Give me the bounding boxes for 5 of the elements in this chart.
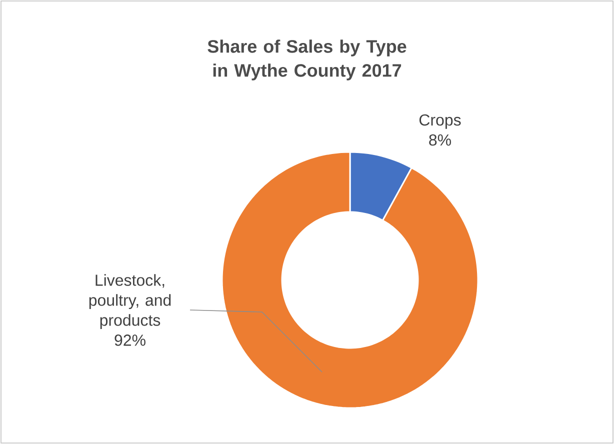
slice-label: Crops xyxy=(419,114,461,129)
chart-title: Share of Sales by Type in Wythe County 2017 xyxy=(208,40,406,80)
data-label: 8% xyxy=(429,134,451,146)
slice-label: Livestock, poultry, and products xyxy=(89,274,171,330)
data-label: 92% xyxy=(114,334,146,346)
